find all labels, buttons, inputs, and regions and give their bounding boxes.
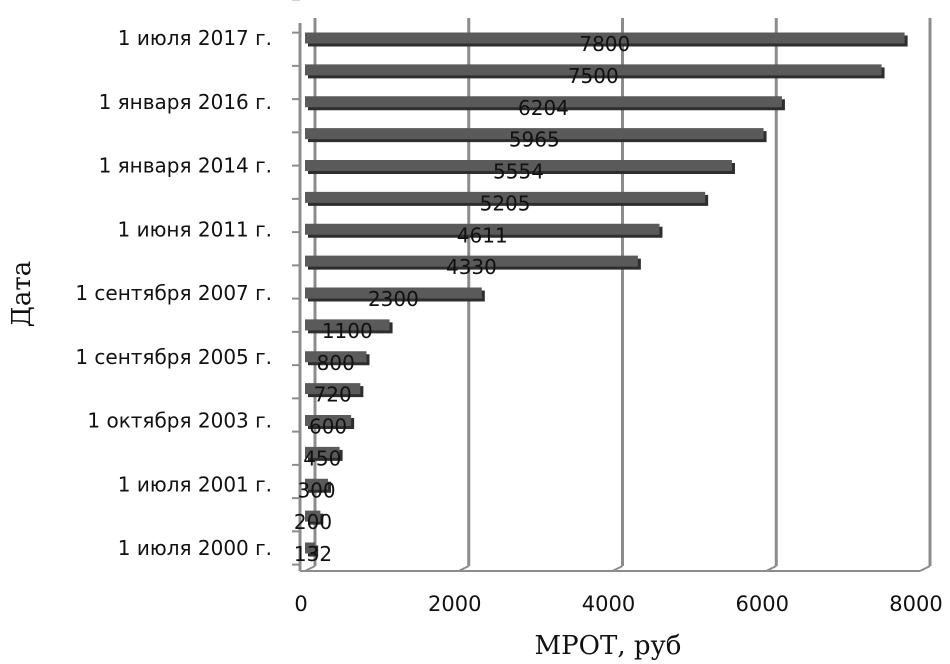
y-axis-title: Дата — [7, 261, 37, 328]
bar — [305, 223, 660, 235]
category-labels: 1 июля 2000 г. 1 июля 2001 г. 1 октября 20… — [75, 26, 272, 560]
bars — [305, 32, 908, 557]
value-label: 300 — [297, 478, 335, 502]
bar — [305, 64, 882, 76]
value-label: 5554 — [493, 160, 544, 184]
value-labels: 132 200 300 450 600 720 800 1100 2300 4330 4611 520… — [294, 32, 630, 566]
value-label: 132 — [294, 542, 332, 566]
gridline-floor — [919, 565, 931, 572]
category-label: 1 сентября 2005 г. — [75, 345, 272, 369]
bar — [305, 287, 482, 299]
value-label: 5965 — [509, 128, 560, 152]
bar — [305, 510, 321, 522]
value-label: 2300 — [368, 287, 419, 311]
x-axis-title: МРОТ, руб — [535, 631, 682, 661]
category-label: 1 июля 2001 г. — [118, 472, 272, 496]
value-label: 450 — [303, 446, 341, 470]
bar — [305, 383, 361, 395]
value-label: 600 — [309, 415, 347, 439]
category-label: 1 октября 2003 г. — [87, 409, 272, 433]
x-tick-label: 6000 — [736, 592, 789, 616]
value-label: 200 — [294, 510, 332, 534]
value-label: 5205 — [480, 191, 531, 215]
x-tick-labels: 0 2000 4000 6000 8000 — [294, 592, 942, 616]
bar — [305, 415, 352, 426]
bar — [305, 319, 390, 331]
bar — [305, 32, 905, 44]
x-tick-label: 0 — [294, 592, 307, 616]
bar — [305, 96, 782, 108]
category-label: 1 июля 2000 г. — [118, 536, 272, 560]
axes — [292, 0, 920, 572]
category-label: 1 сентября 2007 г. — [75, 281, 272, 305]
category-label: 1 июля 2017 г. — [118, 26, 272, 50]
category-label: 1 июня 2011 г. — [117, 217, 272, 241]
bar — [305, 446, 340, 458]
x-tick-label: 2000 — [428, 592, 481, 616]
bar — [305, 542, 316, 554]
bar — [305, 351, 367, 363]
bar — [305, 128, 764, 140]
value-label: 4330 — [446, 255, 497, 279]
value-label: 6204 — [518, 96, 569, 120]
x-tick-label: 4000 — [582, 592, 635, 616]
value-label: 7500 — [568, 64, 619, 88]
value-label: 1100 — [322, 319, 373, 343]
x-tick-label: 8000 — [889, 592, 942, 616]
category-label: 1 января 2014 г. — [99, 154, 272, 178]
bar — [305, 160, 732, 171]
category-label: 1 января 2016 г. — [99, 90, 272, 114]
bar — [305, 191, 706, 203]
bar — [305, 255, 638, 267]
bar — [305, 478, 329, 490]
value-label: 4611 — [457, 223, 508, 247]
value-label: 800 — [317, 351, 355, 375]
value-label: 720 — [314, 383, 352, 407]
value-label: 7800 — [579, 32, 630, 56]
